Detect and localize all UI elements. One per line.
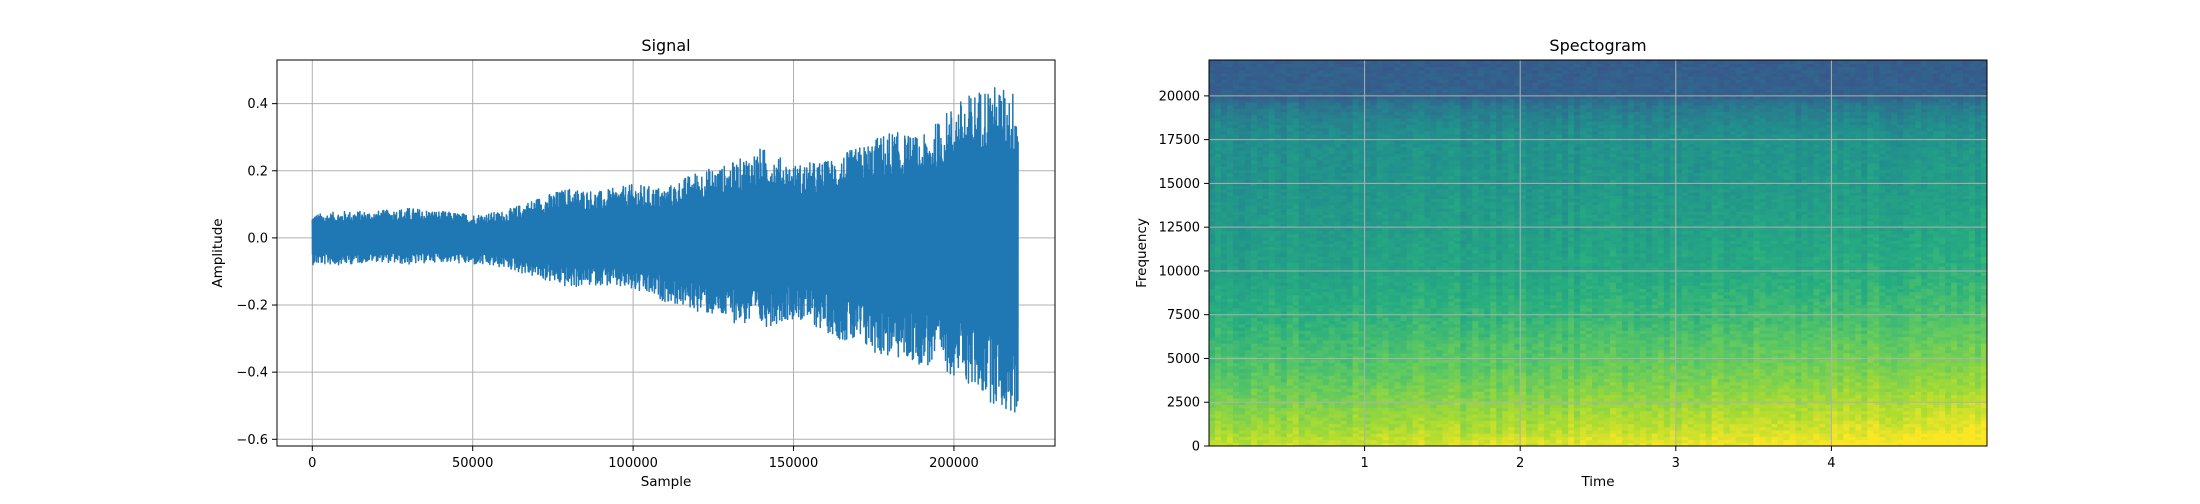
spectrogram-cell <box>1329 60 1336 64</box>
spectrogram-cell <box>1269 60 1276 64</box>
signal-plot-area <box>312 88 1018 412</box>
signal-y-tick-label: 0.2 <box>247 164 268 179</box>
spectrogram-cell <box>1221 60 1228 64</box>
spectrogram-cell <box>1257 60 1264 64</box>
spectrogram-cell <box>1442 60 1449 64</box>
spectrogram-cell <box>1227 60 1234 64</box>
signal-y-tick-label: −0.2 <box>236 299 268 314</box>
spectrogram-cell <box>1305 60 1312 64</box>
spectrogram-cell <box>1209 60 1216 64</box>
spectrogram-cell <box>1383 60 1390 64</box>
spectrogram-cell <box>1389 60 1396 64</box>
spectrogram-cell <box>1412 60 1419 64</box>
spectrogram-cell <box>1275 60 1282 64</box>
signal-y-axis-label: Amplitude <box>210 218 226 287</box>
spectrogram-cell <box>1353 60 1360 64</box>
spectrogram-cell <box>1347 60 1354 64</box>
signal-y-tick-label: 0.4 <box>247 97 268 112</box>
signal-chart: Signal 0 50000 100000 150000 200000 −0.6 −0.4… <box>210 36 1055 490</box>
signal-x-tick-label: 200000 <box>929 456 979 471</box>
spectrogram-cell <box>1263 60 1270 64</box>
spectrogram-cell <box>1448 60 1455 64</box>
signal-y-tick-label: −0.6 <box>236 433 268 448</box>
spectrogram-cell <box>1436 60 1443 64</box>
spectrogram-cell <box>1395 60 1402 64</box>
spectrogram-cell <box>1430 60 1437 64</box>
signal-x-tick-label: 50000 <box>452 456 493 471</box>
spectrogram-cell <box>1418 60 1425 64</box>
spectrogram-cell <box>1377 60 1384 64</box>
spectrogram-cell <box>1233 60 1240 64</box>
signal-y-tick-label: −0.4 <box>236 366 268 381</box>
spectrogram-cell <box>1239 60 1246 64</box>
spectrogram-chart-title: Spectogram <box>1549 36 1646 55</box>
spectrogram-cell <box>1335 60 1342 64</box>
signal-y-ticks: −0.6 −0.4 −0.2 0.0 0.2 0.4 <box>236 97 277 448</box>
spectrogram-cell <box>1311 60 1318 64</box>
signal-x-tick-label: 150000 <box>769 456 819 471</box>
spectrogram-cell <box>1281 60 1288 64</box>
spectrogram-cell <box>1406 60 1413 64</box>
spectrogram-cell <box>1293 60 1300 64</box>
spectrogram-cell <box>1365 60 1372 64</box>
signal-x-tick-label: 100000 <box>608 456 658 471</box>
spectrogram-cell <box>1287 60 1294 64</box>
spectrogram-plot-area <box>1209 60 1988 447</box>
spectrogram-cell <box>1341 60 1348 64</box>
spectrogram-cell <box>1215 60 1222 64</box>
signal-x-axis-label: Sample <box>641 474 692 490</box>
signal-x-ticks: 0 50000 100000 150000 200000 <box>308 446 979 471</box>
signal-x-tick-label: 0 <box>308 456 316 471</box>
spectrogram-cell <box>1299 60 1306 64</box>
spectrogram-cell <box>1245 60 1252 64</box>
spectrogram-cell <box>1317 60 1324 64</box>
spectrogram-cell <box>1401 60 1408 64</box>
spectrogram-cell <box>1371 60 1378 64</box>
signal-chart-title: Signal <box>641 36 690 55</box>
spectrogram-cell <box>1424 60 1431 64</box>
spectrogram-cell <box>1251 60 1258 64</box>
signal-y-tick-label: 0.0 <box>247 231 268 246</box>
spectrogram-cell <box>1323 60 1330 64</box>
